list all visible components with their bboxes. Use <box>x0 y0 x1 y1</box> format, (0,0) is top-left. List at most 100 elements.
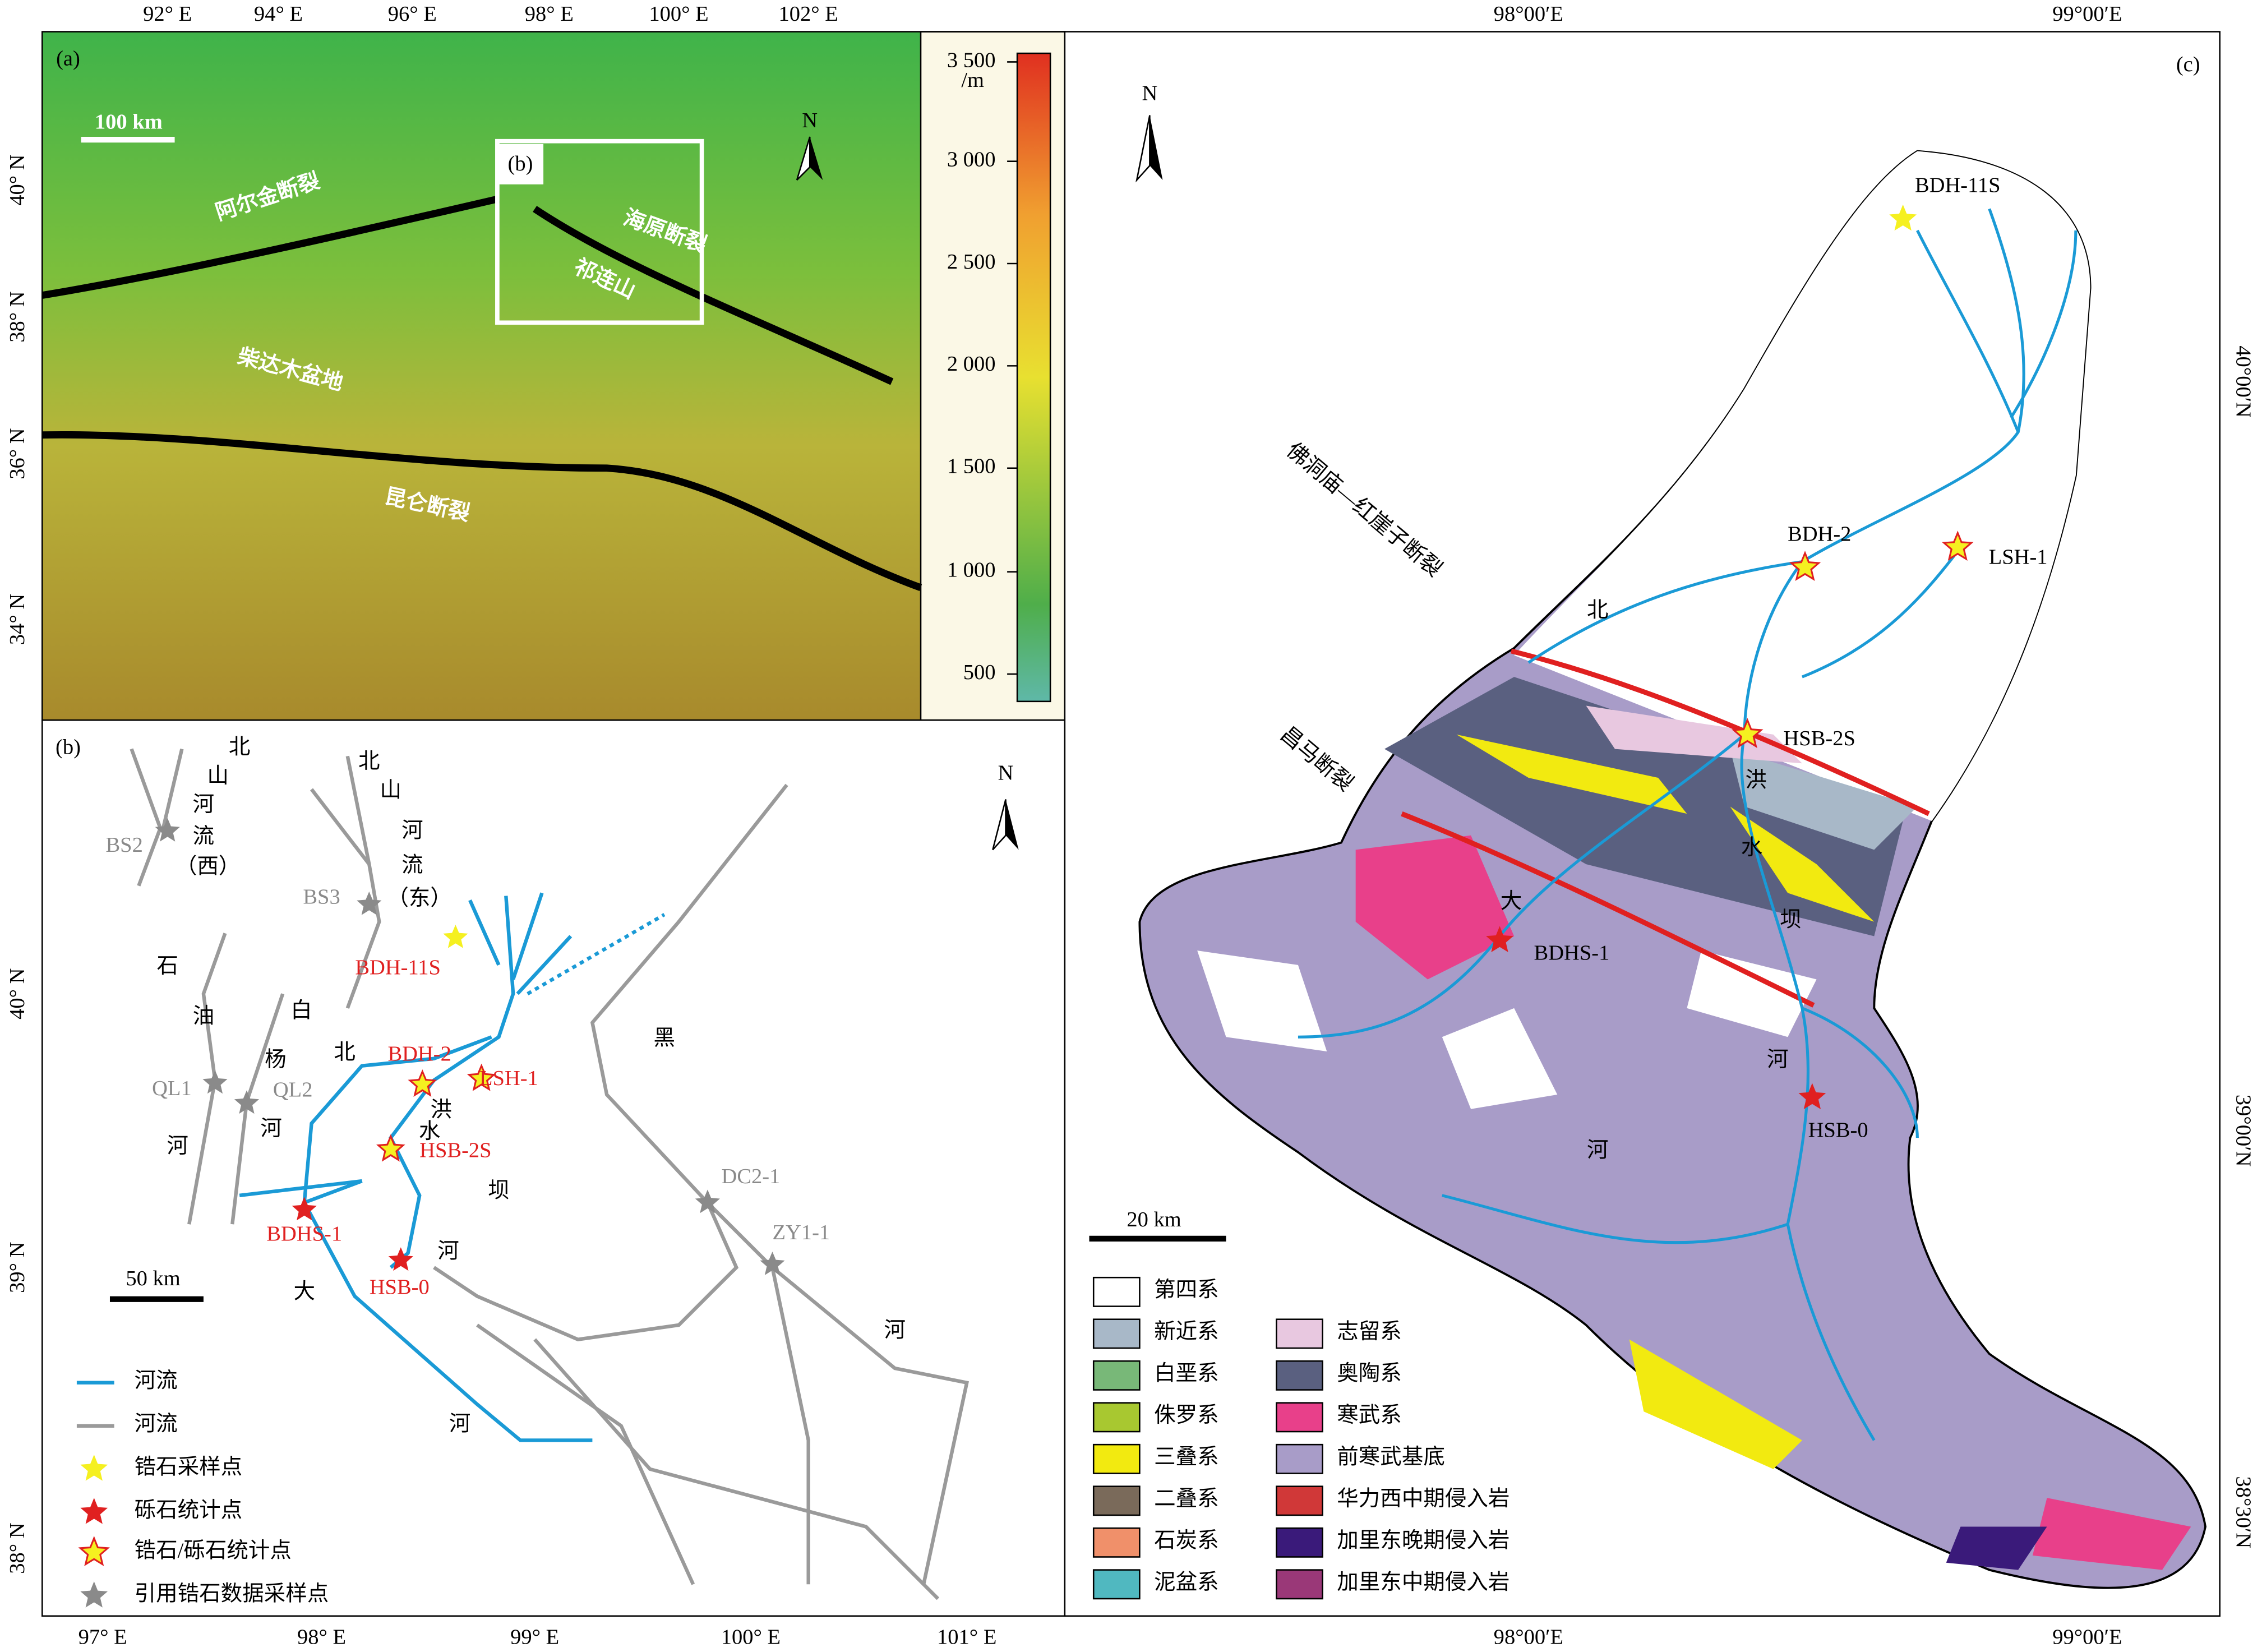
legend-label: 锆石/砾石统计点 <box>135 1539 292 1563</box>
legend-label: 侏罗系 <box>1154 1404 1219 1427</box>
river-label: 白 <box>290 999 312 1022</box>
sample-label: BDHS-1 <box>266 1222 342 1246</box>
sample-star <box>80 1455 108 1481</box>
sample-star <box>1732 718 1764 748</box>
colorbar-unit: /m <box>961 68 984 92</box>
scale-label: 20 km <box>1127 1208 1181 1231</box>
river-label: 洪 <box>430 1099 452 1122</box>
colorbar-tick-label: 3 000 <box>947 148 996 172</box>
river-label: 流 <box>193 825 215 848</box>
legend-label: 奥陶系 <box>1337 1362 1402 1386</box>
river-label: 黑 <box>654 1026 676 1050</box>
sample-label: QL2 <box>273 1078 313 1102</box>
panel-b-frame <box>41 719 1066 1617</box>
legend-label: 寒武系 <box>1337 1403 1402 1427</box>
sample-star <box>1486 926 1513 952</box>
legend-label: 志留系 <box>1337 1320 1402 1344</box>
river-label: （西） <box>176 855 241 879</box>
river-label: 河 <box>193 793 215 816</box>
legend-label: 砾石统计点 <box>135 1498 243 1522</box>
river-label: 河 <box>260 1117 282 1141</box>
lat-tick-label: 40°00′N <box>2231 345 2255 418</box>
lat-tick-label: 39° N <box>6 1242 29 1293</box>
river-label: 北 <box>334 1041 356 1064</box>
lon-tick-label: 100° E <box>649 2 708 26</box>
river-label: 北 <box>358 750 380 773</box>
lon-tick-label: 94° E <box>254 2 303 26</box>
sample-star <box>1942 530 1974 561</box>
legend-label: 泥盆系 <box>1154 1571 1219 1594</box>
lon-tick-label: 100° E <box>721 1626 781 1649</box>
north-arrow <box>1005 799 1019 850</box>
lat-tick-label: 38° N <box>6 291 29 342</box>
sample-label: BS2 <box>105 833 142 857</box>
sample-star <box>695 1189 720 1213</box>
fault-line <box>41 195 500 299</box>
lat-tick-label: 36° N <box>6 428 29 479</box>
colorbar-tick-label: 1 500 <box>947 455 996 478</box>
sample-label: QL1 <box>152 1077 192 1100</box>
lon-tick-label: 97° E <box>79 1626 127 1649</box>
sample-label: BS3 <box>303 885 340 909</box>
sample-label: BDH-11S <box>1915 174 2001 197</box>
sample-star <box>234 1090 260 1114</box>
river-label: 河 <box>437 1239 459 1263</box>
inset-box <box>495 139 704 325</box>
north-arrow <box>992 799 1007 851</box>
lon-tick-label: 98° E <box>297 1626 346 1649</box>
dem-map <box>42 31 921 721</box>
sample-label: HSB-0 <box>370 1276 430 1299</box>
sample-star <box>155 818 180 842</box>
sample-label: HSB-2S <box>1783 727 1855 750</box>
legend-swatch <box>1276 1402 1323 1433</box>
legend-label: 引用锆石数据采样点 <box>135 1582 329 1606</box>
sample-label: ZY1-1 <box>772 1221 830 1244</box>
river-label: 北 <box>1587 598 1609 622</box>
legend-label: 新近系 <box>1154 1320 1219 1344</box>
legend-label: 河流 <box>135 1369 178 1393</box>
river-label: 水 <box>1741 836 1763 860</box>
river-label: 河 <box>167 1134 188 1158</box>
river-label: 杨 <box>265 1048 287 1072</box>
sample-star <box>408 1069 437 1097</box>
river-label: 大 <box>293 1280 315 1303</box>
lon-tick-label: 101° E <box>937 1626 996 1649</box>
sample-star <box>760 1251 785 1275</box>
inset-label: (b) <box>508 152 533 176</box>
legend-swatch <box>1276 1485 1323 1516</box>
river-label: 河 <box>1587 1139 1609 1162</box>
legend-label: 锆石采样点 <box>135 1456 243 1479</box>
legend-swatch <box>1276 1569 1323 1600</box>
legend-label: 白垩系 <box>1154 1362 1219 1386</box>
legend-swatch <box>1092 1402 1141 1433</box>
legend-swatch <box>1276 1318 1323 1349</box>
sample-label: BDHS-1 <box>1534 942 1610 965</box>
fault-line <box>533 206 894 385</box>
colorbar-tick-label: 1 000 <box>947 559 996 582</box>
river-label: 河 <box>449 1413 471 1436</box>
river-label: 石 <box>156 954 178 978</box>
lat-tick-label: 34° N <box>6 594 29 645</box>
sample-label: HSB-0 <box>1808 1119 1868 1142</box>
river-label: 北 <box>229 735 251 759</box>
lat-tick-label: 40° N <box>6 968 29 1019</box>
colorbar-tick-label: 3 500 <box>947 48 996 72</box>
sample-star <box>80 1581 108 1608</box>
lon-tick-label: 99°00′E <box>2052 2 2122 26</box>
lon-tick-label: 96° E <box>388 2 437 26</box>
legend-label: 华力西中期侵入岩 <box>1337 1487 1509 1511</box>
legend-label: 河流 <box>135 1413 178 1436</box>
river-label: 坝 <box>1780 908 1802 932</box>
colorbar <box>1016 52 1051 703</box>
lon-tick-label: 98°00′E <box>1494 1626 1563 1649</box>
lon-tick-label: 98°00′E <box>1494 2 1563 26</box>
river-label: 油 <box>193 1005 215 1028</box>
scale-label: 100 km <box>95 110 163 134</box>
legend-label: 第四系 <box>1154 1278 1219 1302</box>
sample-label: HSB-2S <box>419 1139 491 1162</box>
legend-swatch <box>1092 1569 1141 1600</box>
river-label: 河 <box>1767 1048 1789 1072</box>
legend-swatch <box>1276 1443 1323 1474</box>
